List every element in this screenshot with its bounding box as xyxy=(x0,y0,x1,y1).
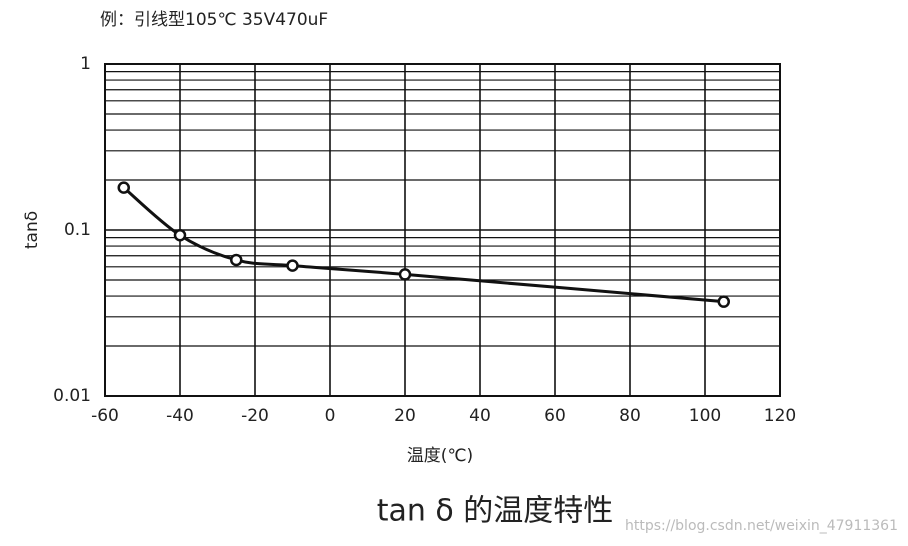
marker xyxy=(286,259,299,272)
y-tick-label: 1 xyxy=(80,54,91,74)
x-tick-label: 80 xyxy=(619,406,641,426)
caption: tan δ 的温度特性 xyxy=(377,494,614,529)
marker xyxy=(117,181,130,194)
y-tick-label: 0.1 xyxy=(64,220,91,240)
marker xyxy=(398,268,412,281)
marker xyxy=(173,228,187,242)
x-tick-label: -40 xyxy=(166,406,194,426)
x-tick-label: 20 xyxy=(394,406,416,426)
x-tick-label: 100 xyxy=(689,406,721,426)
x-tick-label: -60 xyxy=(91,406,119,426)
y-axis-label: tanδ xyxy=(22,211,42,249)
x-tick-label: -20 xyxy=(241,406,269,426)
line xyxy=(122,186,724,304)
x-tick-label: 0 xyxy=(325,406,336,426)
x-tick-label: 40 xyxy=(469,406,491,426)
y-tick-label: 0.01 xyxy=(53,386,91,406)
chart-title: 例：引线型105℃ 35V470uF xyxy=(100,10,328,30)
marker xyxy=(717,295,730,308)
x-tick-label: 120 xyxy=(764,406,796,426)
marker xyxy=(230,253,243,267)
plot-frame xyxy=(104,63,781,397)
x-tick-label: 60 xyxy=(544,406,566,426)
watermark: https://blog.csdn.net/weixin_47911361 xyxy=(625,518,898,534)
x-axis-label: 温度(℃) xyxy=(407,446,473,466)
